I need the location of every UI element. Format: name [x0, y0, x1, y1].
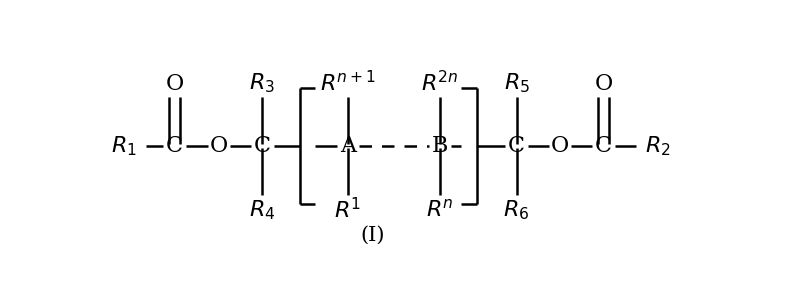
- Text: $R^n$: $R^n$: [426, 199, 454, 221]
- Text: $R_1$: $R_1$: [110, 134, 137, 158]
- Text: A: A: [340, 135, 356, 157]
- Text: (I): (I): [361, 225, 385, 244]
- Text: O: O: [166, 73, 183, 95]
- Text: $R_5$: $R_5$: [503, 72, 530, 95]
- Text: $R^1$: $R^1$: [334, 198, 362, 223]
- Text: $R^{2n}$: $R^{2n}$: [421, 71, 458, 96]
- Text: $R_2$: $R_2$: [645, 134, 671, 158]
- Text: C: C: [166, 135, 183, 157]
- Text: $R_4$: $R_4$: [250, 199, 276, 222]
- Text: B: B: [431, 135, 448, 157]
- Text: C: C: [508, 135, 525, 157]
- Text: O: O: [551, 135, 569, 157]
- Text: $R^{n+1}$: $R^{n+1}$: [320, 71, 376, 96]
- Text: $R_6$: $R_6$: [503, 199, 530, 222]
- Text: C: C: [595, 135, 612, 157]
- Text: O: O: [594, 73, 613, 95]
- Text: C: C: [254, 135, 271, 157]
- Text: O: O: [210, 135, 228, 157]
- Text: $R_3$: $R_3$: [250, 72, 275, 95]
